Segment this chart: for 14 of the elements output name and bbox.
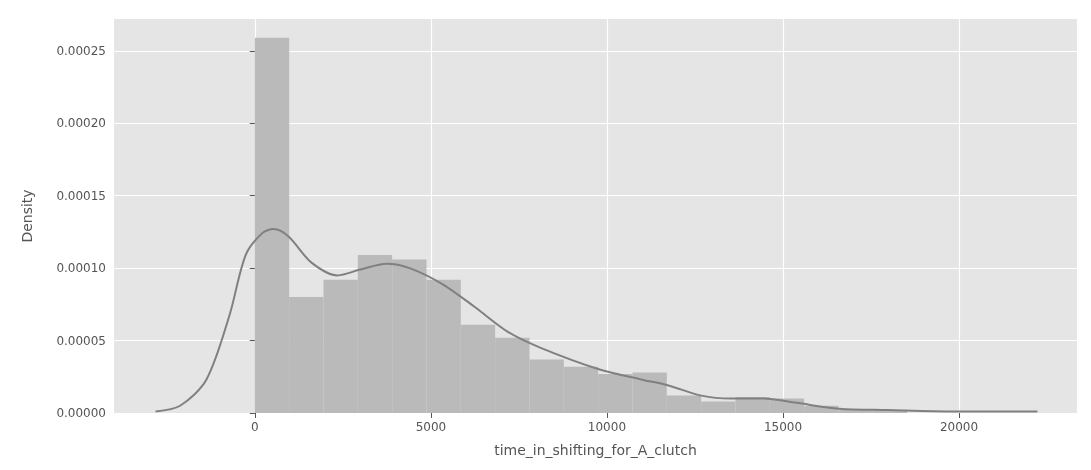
line-series <box>154 228 1039 413</box>
x-tick-label: 5000 <box>415 420 447 434</box>
y-tick-label: 0.00020 <box>56 116 106 131</box>
y-tick-label: 0.00000 <box>56 406 106 420</box>
x-tick-label: 15000 <box>763 420 803 434</box>
x-tick-label: 0 <box>251 420 259 434</box>
y-tick-label: 0.00025 <box>56 43 106 58</box>
y-tick-label: 0.00005 <box>56 333 106 348</box>
y-tick-label: 0.00015 <box>56 188 106 203</box>
x-tick-label: 10000 <box>587 420 627 434</box>
x-axis-title: time_in_shifting_for_A_clutch <box>494 442 697 458</box>
y-tick-label: 0.00010 <box>56 261 106 276</box>
x-tick-label: 20000 <box>939 420 979 434</box>
y-axis-title: Density <box>19 189 35 243</box>
